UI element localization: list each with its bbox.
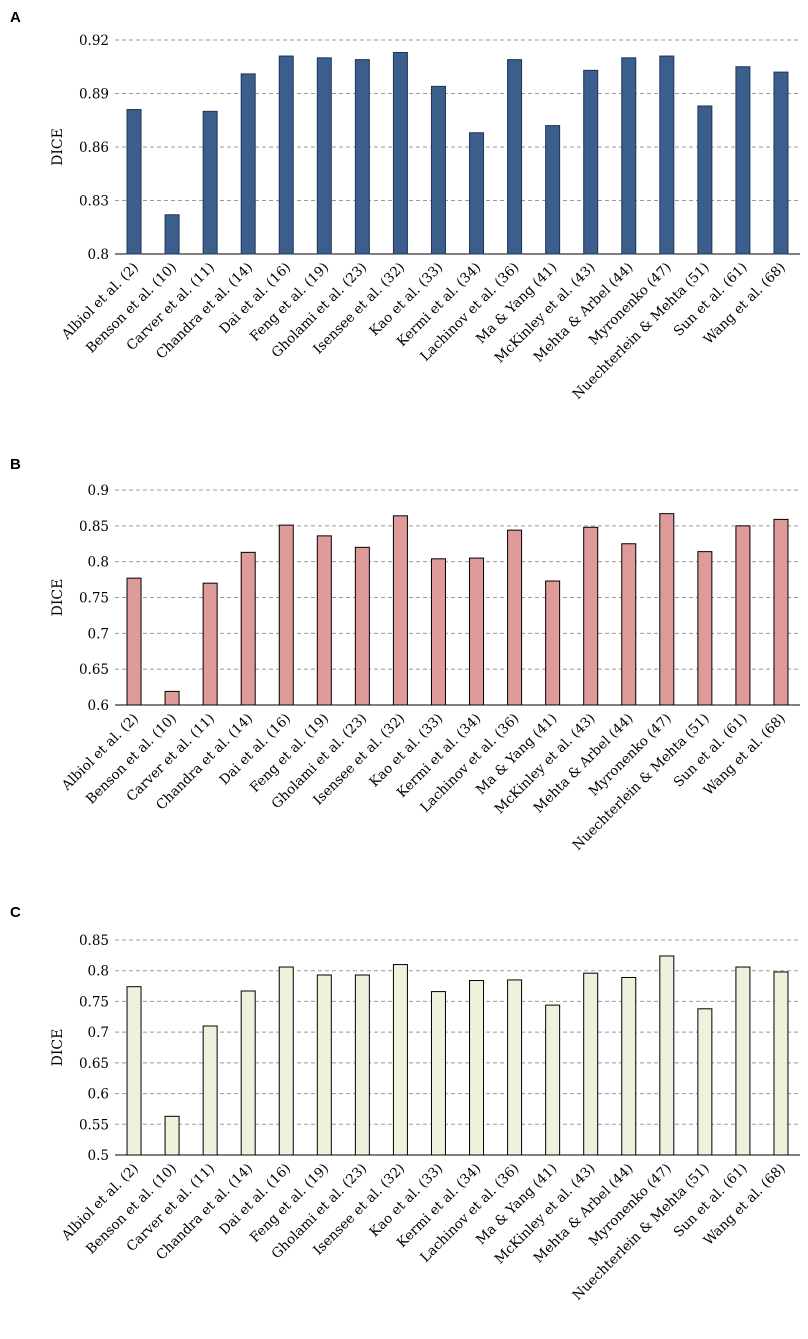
bar xyxy=(735,525,751,706)
bar xyxy=(735,966,751,1156)
bar xyxy=(202,1025,218,1156)
bar xyxy=(164,1115,180,1156)
bar xyxy=(583,69,599,255)
bar xyxy=(545,125,561,255)
bar xyxy=(583,972,599,1156)
bar xyxy=(430,558,446,706)
y-tick-label: 0.8 xyxy=(88,555,109,571)
bar xyxy=(697,105,713,255)
y-axis-title: DICE xyxy=(50,1029,66,1067)
bar xyxy=(773,71,789,255)
bar xyxy=(354,59,370,255)
y-tick-label: 0.8 xyxy=(88,964,109,980)
y-tick-label: 0.85 xyxy=(79,933,109,949)
bar xyxy=(392,964,408,1156)
bar xyxy=(240,551,256,706)
y-tick-label: 0.9 xyxy=(88,483,109,499)
bar xyxy=(621,976,637,1156)
y-tick-label: 0.92 xyxy=(79,33,109,49)
y-axis-title: DICE xyxy=(50,579,66,617)
bar xyxy=(126,986,142,1156)
bar xyxy=(126,577,142,706)
panel-letter: A xyxy=(10,9,21,26)
bar xyxy=(659,955,675,1156)
bar xyxy=(354,974,370,1156)
y-tick-label: 0.75 xyxy=(79,591,109,607)
bar xyxy=(773,971,789,1156)
bar xyxy=(126,109,142,255)
bar xyxy=(392,515,408,706)
y-tick-label: 0.6 xyxy=(88,1087,109,1103)
y-tick-label: 0.5 xyxy=(88,1148,109,1164)
y-tick-label: 0.7 xyxy=(88,626,109,642)
bar xyxy=(697,551,713,706)
bar xyxy=(354,546,370,706)
bar xyxy=(735,66,751,255)
y-tick-label: 0.7 xyxy=(88,1025,109,1041)
y-tick-label: 0.89 xyxy=(79,87,109,103)
bar xyxy=(164,214,180,255)
y-tick-label: 0.8 xyxy=(88,247,109,263)
bar xyxy=(507,529,523,706)
bar xyxy=(659,55,675,255)
bar xyxy=(316,974,332,1156)
y-tick-label: 0.65 xyxy=(79,662,109,678)
panel-letter: B xyxy=(10,456,21,473)
y-tick-label: 0.75 xyxy=(79,994,109,1010)
bar xyxy=(621,57,637,255)
bar xyxy=(469,132,485,255)
y-tick-label: 0.86 xyxy=(79,140,109,156)
bar xyxy=(545,580,561,706)
y-axis-title: DICE xyxy=(50,128,66,166)
y-tick-label: 0.83 xyxy=(79,194,109,210)
bar xyxy=(507,59,523,255)
bar xyxy=(392,51,408,255)
bar xyxy=(278,55,294,255)
bar xyxy=(240,73,256,255)
bar xyxy=(469,980,485,1156)
bar xyxy=(202,110,218,255)
bar xyxy=(621,543,637,706)
y-tick-label: 0.6 xyxy=(88,698,109,714)
bar xyxy=(659,513,675,706)
y-tick-label: 0.65 xyxy=(79,1056,109,1072)
bar xyxy=(697,1008,713,1156)
bar xyxy=(240,990,256,1156)
bar xyxy=(164,690,180,706)
bar xyxy=(430,991,446,1156)
y-tick-label: 0.55 xyxy=(79,1117,109,1133)
bar xyxy=(507,979,523,1156)
bar xyxy=(316,535,332,706)
panel-letter: C xyxy=(10,904,21,921)
bar xyxy=(469,557,485,706)
bar xyxy=(583,526,599,706)
bar xyxy=(545,1004,561,1156)
bar xyxy=(202,582,218,706)
bar xyxy=(278,524,294,706)
bar xyxy=(430,85,446,255)
bar xyxy=(278,966,294,1156)
bar xyxy=(773,518,789,706)
panel-c: C0.50.550.60.650.70.750.80.85DICEAlbiol … xyxy=(10,904,800,1304)
bar xyxy=(316,57,332,255)
y-tick-label: 0.85 xyxy=(79,519,109,535)
